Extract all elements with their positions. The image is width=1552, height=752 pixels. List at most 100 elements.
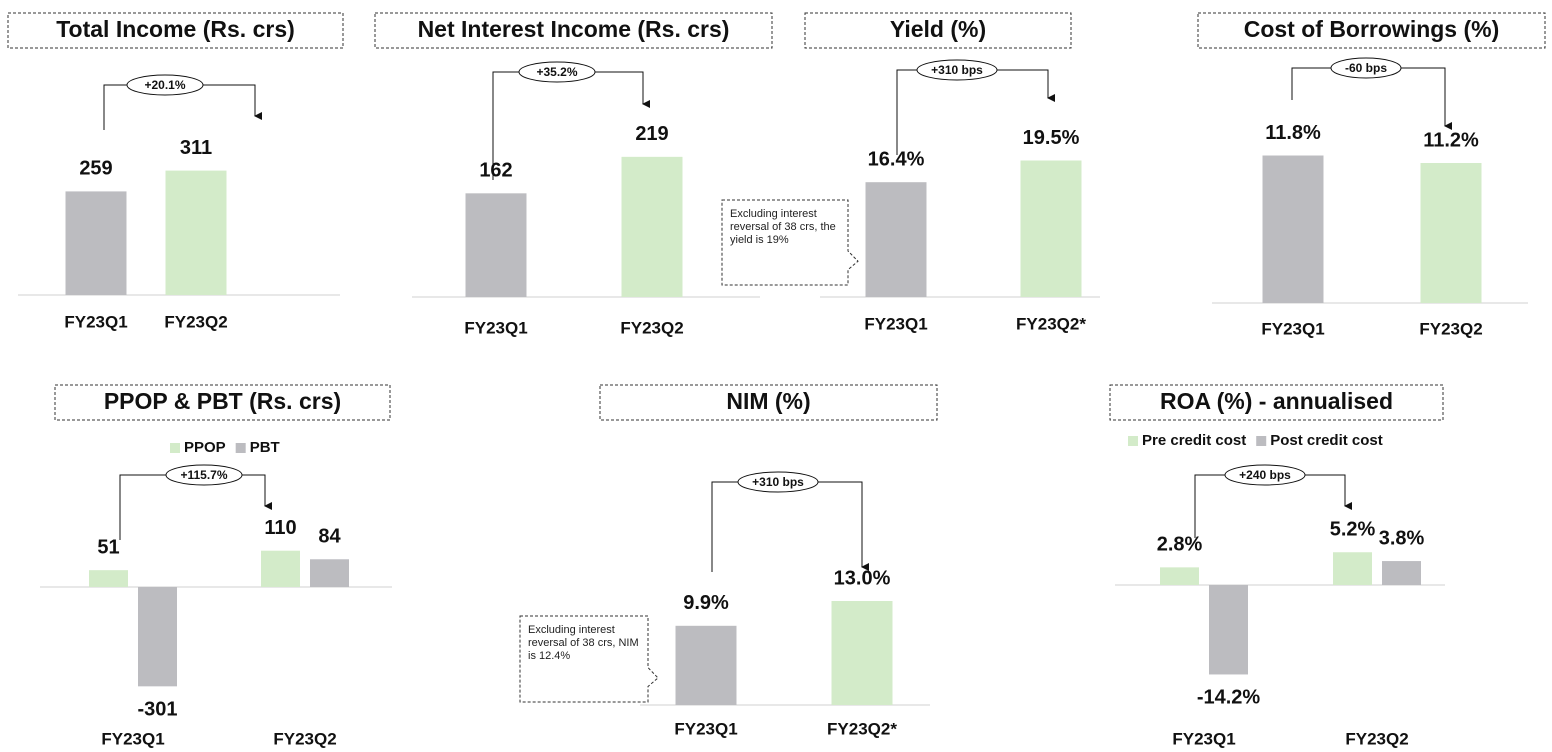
bar (865, 182, 927, 297)
chart-title: Net Interest Income (Rs. crs) (418, 16, 730, 42)
x-tick-label: FY23Q1 (464, 318, 527, 337)
change-label: +310 bps (752, 475, 804, 489)
data-label: 11.8% (1265, 122, 1321, 144)
note-area: Excluding interest reversal of 38 crs, N… (528, 624, 639, 662)
bar (1020, 160, 1082, 297)
bar (1382, 561, 1421, 585)
data-label: 3.8% (1379, 527, 1425, 549)
bar (621, 156, 683, 297)
x-tick-label: FY23Q1 (1172, 729, 1235, 748)
x-tick-label: FY23Q1 (864, 314, 927, 333)
bar (831, 601, 893, 705)
chart-panel: NIM (%) FY23Q1 9.9% FY23Q2* 13.0% +310 bps Exc… (519, 384, 938, 738)
bar (1160, 567, 1199, 585)
chart-title: Total Income (Rs. crs) (56, 16, 295, 42)
data-label: 84 (318, 526, 341, 548)
note-area: Excluding interest reversal of 38 crs, t… (730, 208, 836, 246)
chart-panel: PPOP & PBT (Rs. crs) PPOP PBT FY23Q1 51 -301 F… (40, 384, 392, 748)
legend-label: Pre credit cost (1142, 432, 1246, 449)
title-box (1197, 12, 1546, 49)
change-label: +35.2% (536, 65, 577, 79)
legend-swatch (235, 443, 246, 453)
bar (675, 625, 737, 705)
title-box (374, 12, 773, 49)
x-tick-label: FY23Q2* (827, 719, 897, 738)
data-label: -301 (137, 699, 177, 721)
data-label: 219 (635, 123, 668, 145)
bar (65, 191, 127, 295)
x-tick-label: FY23Q1 (1261, 319, 1324, 338)
data-label: 19.5% (1023, 127, 1080, 149)
chart-panel: Cost of Borrowings (%) FY23Q1 11.8% FY23Q2 1… (1197, 12, 1546, 338)
data-label: 311 (180, 137, 212, 159)
x-tick-label: FY23Q2 (1419, 319, 1482, 338)
chart-title: NIM (%) (726, 388, 810, 414)
x-tick-label: FY23Q2 (1345, 729, 1408, 748)
note-box (721, 199, 859, 286)
chart-panel: Total Income (Rs. crs) FY23Q1 259 FY23Q2 311… (7, 12, 344, 331)
title-box (804, 12, 1072, 49)
data-label: 16.4% (868, 148, 925, 170)
data-label: 13.0% (834, 567, 891, 589)
change-bracket (492, 71, 650, 180)
x-tick-label: FY23Q1 (674, 719, 737, 738)
data-label: 259 (79, 158, 112, 180)
legend-swatch (1128, 436, 1138, 446)
change-label: +240 bps (1239, 468, 1291, 482)
chart-title: ROA (%) - annualised (1160, 388, 1393, 414)
bar (138, 587, 177, 687)
data-label: 2.8% (1157, 534, 1203, 556)
legend-label: Post credit cost (1270, 432, 1383, 449)
title-box (599, 384, 938, 421)
chart-panel: Net Interest Income (Rs. crs) FY23Q1 162 FY… (374, 12, 773, 337)
change-badge (916, 59, 998, 81)
x-tick-label: FY23Q2* (1016, 314, 1086, 333)
bar (310, 559, 349, 587)
x-tick-label: FY23Q2 (620, 318, 683, 337)
note-box (519, 615, 659, 703)
legend-swatch (170, 443, 180, 453)
change-label: +20.1% (144, 78, 185, 92)
bar (165, 170, 227, 295)
chart-title: Yield (%) (890, 16, 986, 42)
x-tick-label: FY23Q1 (64, 312, 127, 331)
bar (89, 570, 128, 587)
bar (1333, 552, 1372, 585)
x-tick-label: FY23Q2 (273, 729, 336, 748)
note-text: Excluding interest reversal of 38 crs, N… (528, 624, 639, 662)
change-badge (1224, 464, 1306, 486)
bar (1262, 155, 1324, 303)
legend-swatch (1256, 436, 1267, 446)
legend-label: PPOP (184, 439, 226, 456)
data-label: 162 (479, 160, 512, 182)
data-label: 9.9% (683, 592, 729, 614)
change-label: +115.7% (180, 468, 227, 482)
change-badge (1330, 57, 1402, 79)
data-label: 11.2% (1423, 129, 1479, 151)
chart-title: Cost of Borrowings (%) (1244, 16, 1500, 42)
change-badge (126, 74, 204, 96)
chart-panel: Yield (%) FY23Q1 16.4% FY23Q2* 19.5% +310 bps… (721, 12, 1100, 333)
change-badge (737, 471, 819, 493)
data-label: -14.2% (1197, 687, 1261, 709)
data-label: 51 (97, 536, 119, 558)
bar (1209, 585, 1248, 675)
change-label: +310 bps (931, 63, 983, 77)
change-bracket (711, 481, 869, 572)
chart-title: PPOP & PBT (Rs. crs) (104, 388, 341, 414)
legend-label: PBT (250, 439, 280, 456)
bar (1420, 163, 1482, 303)
x-tick-label: FY23Q1 (101, 729, 164, 748)
change-badge (165, 464, 243, 486)
change-label: -60 bps (1345, 61, 1387, 75)
change-badge (518, 61, 596, 83)
note-text: Excluding interest reversal of 38 crs, t… (730, 208, 836, 246)
title-box (7, 12, 344, 49)
data-label: 5.2% (1330, 519, 1376, 541)
bar (261, 550, 300, 587)
bar (465, 193, 527, 297)
data-label: 110 (264, 517, 296, 539)
title-box (54, 384, 391, 421)
x-tick-label: FY23Q2 (164, 312, 227, 331)
